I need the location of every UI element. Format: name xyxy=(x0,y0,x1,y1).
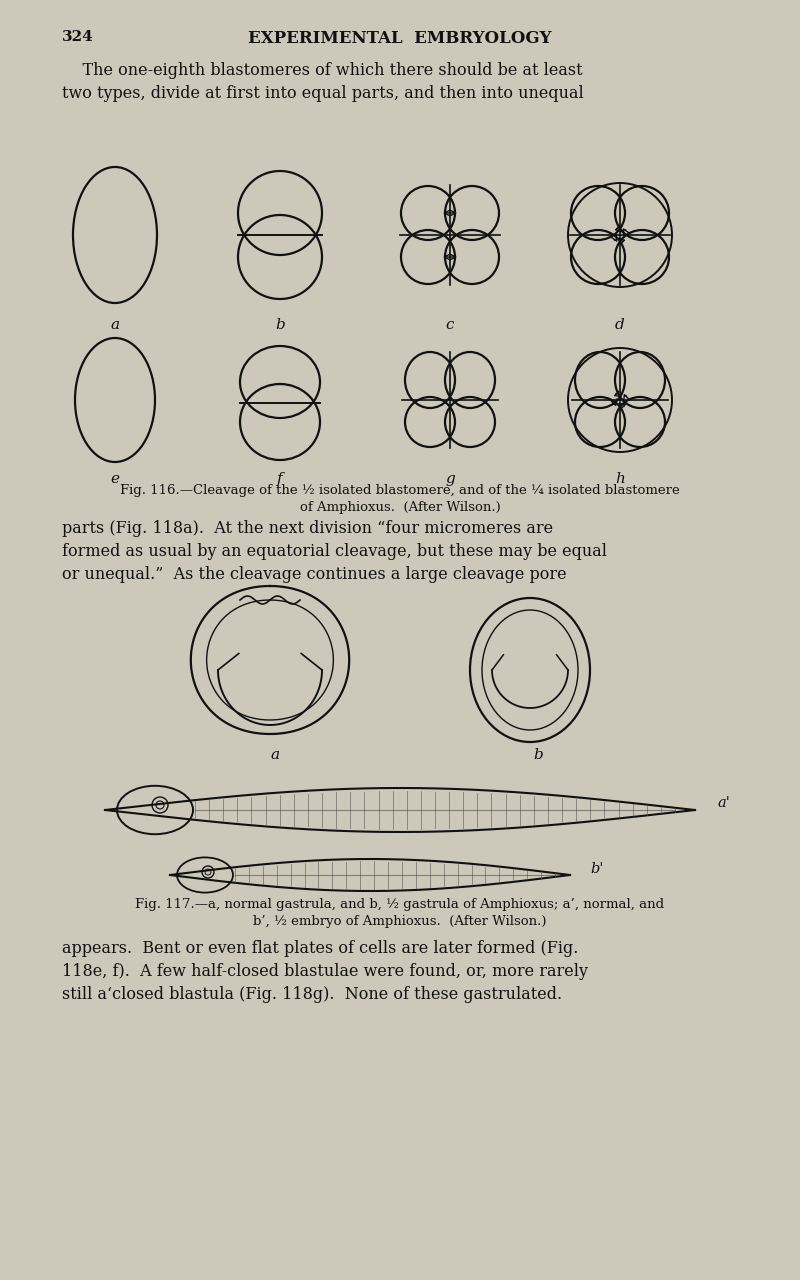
Text: or unequal.”  As the cleavage continues a large cleavage pore: or unequal.” As the cleavage continues a… xyxy=(62,566,566,582)
Text: b: b xyxy=(275,317,285,332)
Text: d: d xyxy=(615,317,625,332)
Ellipse shape xyxy=(445,186,499,241)
Text: e: e xyxy=(110,472,119,486)
Ellipse shape xyxy=(571,186,625,241)
Text: parts (Fig. 118a).  At the next division “four micromeres are: parts (Fig. 118a). At the next division … xyxy=(62,520,553,538)
Text: 118e, f).  A few half-closed blastulae were found, or, more rarely: 118e, f). A few half-closed blastulae we… xyxy=(62,963,588,980)
Ellipse shape xyxy=(405,352,455,408)
Ellipse shape xyxy=(238,172,322,255)
Text: f: f xyxy=(277,472,283,486)
Text: The one-eighth blastomeres of which there should be at least: The one-eighth blastomeres of which ther… xyxy=(62,61,582,79)
Text: h: h xyxy=(615,472,625,486)
Ellipse shape xyxy=(445,352,495,408)
Ellipse shape xyxy=(240,384,320,460)
Text: of Amphioxus.  (After Wilson.): of Amphioxus. (After Wilson.) xyxy=(300,500,500,515)
Text: Fig. 117.—a, normal gastrula, and b, ½ gastrula of Amphioxus; a’, normal, and: Fig. 117.—a, normal gastrula, and b, ½ g… xyxy=(135,899,665,911)
Ellipse shape xyxy=(445,397,495,447)
Ellipse shape xyxy=(571,230,625,284)
Text: Fig. 116.—Cleavage of the ½ isolated blastomere, and of the ¼ isolated blastomer: Fig. 116.—Cleavage of the ½ isolated bla… xyxy=(120,484,680,497)
Text: b’, ½ embryo of Amphioxus.  (After Wilson.): b’, ½ embryo of Amphioxus. (After Wilson… xyxy=(254,915,546,928)
Ellipse shape xyxy=(575,397,625,447)
Text: a': a' xyxy=(717,796,730,810)
Text: two types, divide at first into equal parts, and then into unequal: two types, divide at first into equal pa… xyxy=(62,84,584,102)
Ellipse shape xyxy=(401,186,455,241)
Text: EXPERIMENTAL  EMBRYOLOGY: EXPERIMENTAL EMBRYOLOGY xyxy=(248,29,552,47)
Ellipse shape xyxy=(405,397,455,447)
Text: appears.  Bent or even flat plates of cells are later formed (Fig.: appears. Bent or even flat plates of cel… xyxy=(62,940,578,957)
Ellipse shape xyxy=(615,397,665,447)
Text: 324: 324 xyxy=(62,29,94,44)
Ellipse shape xyxy=(615,230,669,284)
Ellipse shape xyxy=(240,346,320,419)
Text: g: g xyxy=(445,472,455,486)
Text: b': b' xyxy=(590,861,603,876)
Text: formed as usual by an equatorial cleavage, but these may be equal: formed as usual by an equatorial cleavag… xyxy=(62,543,607,561)
Ellipse shape xyxy=(238,215,322,300)
Ellipse shape xyxy=(575,352,625,408)
Text: a: a xyxy=(270,748,279,762)
Text: still aʻclosed blastula (Fig. 118g).  None of these gastrulated.: still aʻclosed blastula (Fig. 118g). Non… xyxy=(62,986,562,1004)
Ellipse shape xyxy=(615,186,669,241)
Text: b: b xyxy=(533,748,543,762)
Ellipse shape xyxy=(615,352,665,408)
Text: c: c xyxy=(446,317,454,332)
Ellipse shape xyxy=(401,230,455,284)
Text: a: a xyxy=(110,317,119,332)
Ellipse shape xyxy=(445,230,499,284)
